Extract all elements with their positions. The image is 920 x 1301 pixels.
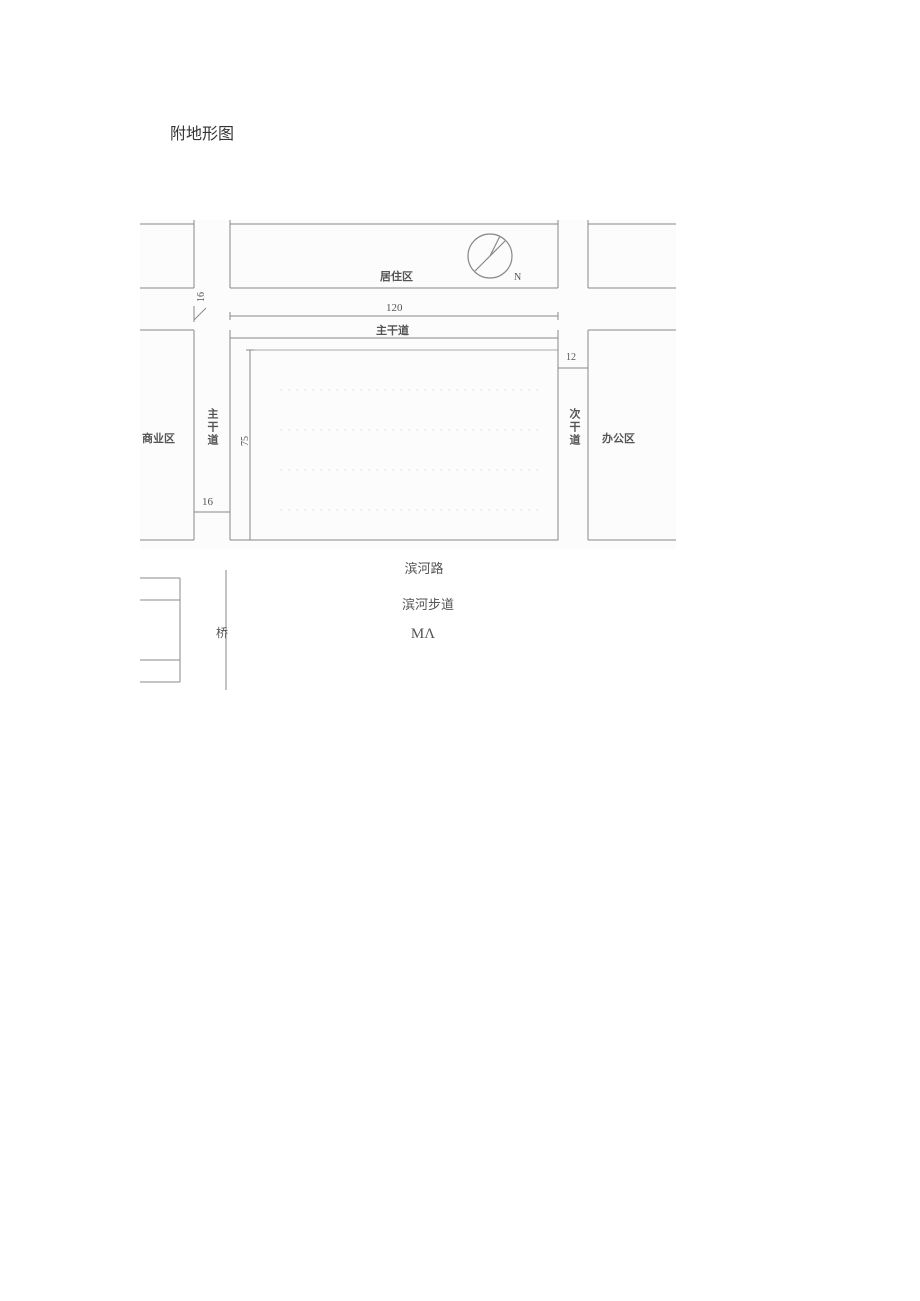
binhe-road-label: 滨河路 bbox=[384, 558, 464, 577]
site-plan-diagram: 居住区 N 120 主干道 16 商业区 主干道 75 16 次干道 12 办公… bbox=[140, 220, 676, 690]
dim-16-top-label: 16 bbox=[196, 292, 207, 302]
secondary-road-label: 次干道 bbox=[566, 408, 582, 447]
compass-n-label: N bbox=[514, 272, 521, 283]
page-title: 附地形图 bbox=[170, 120, 234, 144]
binhe-walkway-label: 滨河步道 bbox=[378, 594, 478, 613]
bridge-label: 桥 bbox=[216, 624, 228, 641]
office-label: 办公区 bbox=[602, 430, 635, 446]
dim-75-label: 75 bbox=[240, 436, 251, 446]
dim-12-label: 12 bbox=[566, 352, 576, 363]
dim-16-bottom-label: 16 bbox=[202, 496, 213, 508]
main-road-h-label: 主干道 bbox=[376, 322, 409, 338]
code-label: MΛ bbox=[398, 626, 448, 643]
residential-label: 居住区 bbox=[380, 268, 413, 284]
main-road-v-label: 主干道 bbox=[204, 408, 220, 447]
commercial-label: 商业区 bbox=[142, 430, 175, 446]
diagram-svg bbox=[140, 220, 676, 690]
dim-120-label: 120 bbox=[386, 302, 403, 314]
